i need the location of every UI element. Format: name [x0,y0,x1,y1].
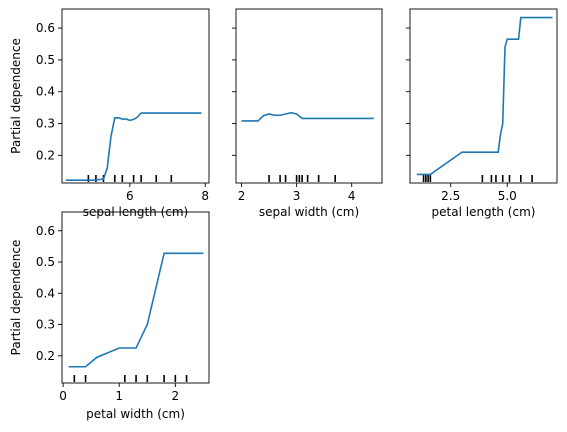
x-tick-label: 2.5 [441,189,460,203]
partial-dependence-line [241,111,374,122]
y-tick-label: 0.3 [36,117,55,131]
x-tick-label: 4 [348,189,356,203]
x-tick-label: 5.0 [498,189,517,203]
y-tick-label: 0.6 [36,224,55,238]
axes-frame [61,211,210,384]
y-tick-label: 0.6 [36,21,55,35]
y-tick-label: 0.3 [36,318,55,332]
x-axis-label: sepal width (cm) [259,205,359,219]
subplot-sepal-width: 2 3 4 sepal width (cm) [232,8,383,219]
x-tick-label: 8 [201,189,209,203]
y-axis-label: Partial dependence [9,38,23,154]
y-tick-label: 0.2 [36,148,55,162]
y-tick-label: 0.4 [36,286,55,300]
x-axis-ticks: 2 3 4 [238,183,356,203]
x-tick-label: 1 [115,389,123,403]
y-axis-ticks: 0.2 0.3 0.4 0.5 0.6 [36,224,62,363]
subplot-petal-length: 2.5 5.0 petal length (cm) [406,8,558,219]
x-axis-ticks: 0 1 2 [59,383,179,403]
partial-dependence-line [65,112,202,181]
y-axis-ticks: 0.2 0.3 0.4 0.5 0.6 [36,21,62,162]
x-axis-label: petal length (cm) [432,205,536,219]
y-tick-label: 0.4 [36,85,55,99]
x-tick-label: 2 [238,189,246,203]
partial-dependence-line [68,252,204,368]
subplot-petal-width: 0 1 2 0.2 0.3 0.4 0.5 0.6 petal width (cm) Par… [9,211,210,421]
y-axis-ticks [406,27,410,156]
y-tick-label: 0.5 [36,53,55,67]
y-tick-label: 0.5 [36,255,55,269]
axes-frame [61,8,210,184]
y-tick-label: 0.2 [36,349,55,363]
rug-ticks [422,175,533,182]
y-axis-label: Partial dependence [9,240,23,356]
axes-frame [235,8,383,184]
x-axis-ticks: 2.5 5.0 [441,183,517,203]
rug-ticks [268,175,336,182]
x-tick-label: 2 [172,389,180,403]
rug-ticks [73,375,188,382]
partial-dependence-line [416,16,553,176]
x-tick-label: 6 [126,189,134,203]
x-tick-label: 3 [293,189,301,203]
x-axis-label: petal width (cm) [86,407,185,421]
axes-frame [409,8,558,184]
x-tick-label: 0 [59,389,67,403]
y-axis-ticks [232,27,236,156]
